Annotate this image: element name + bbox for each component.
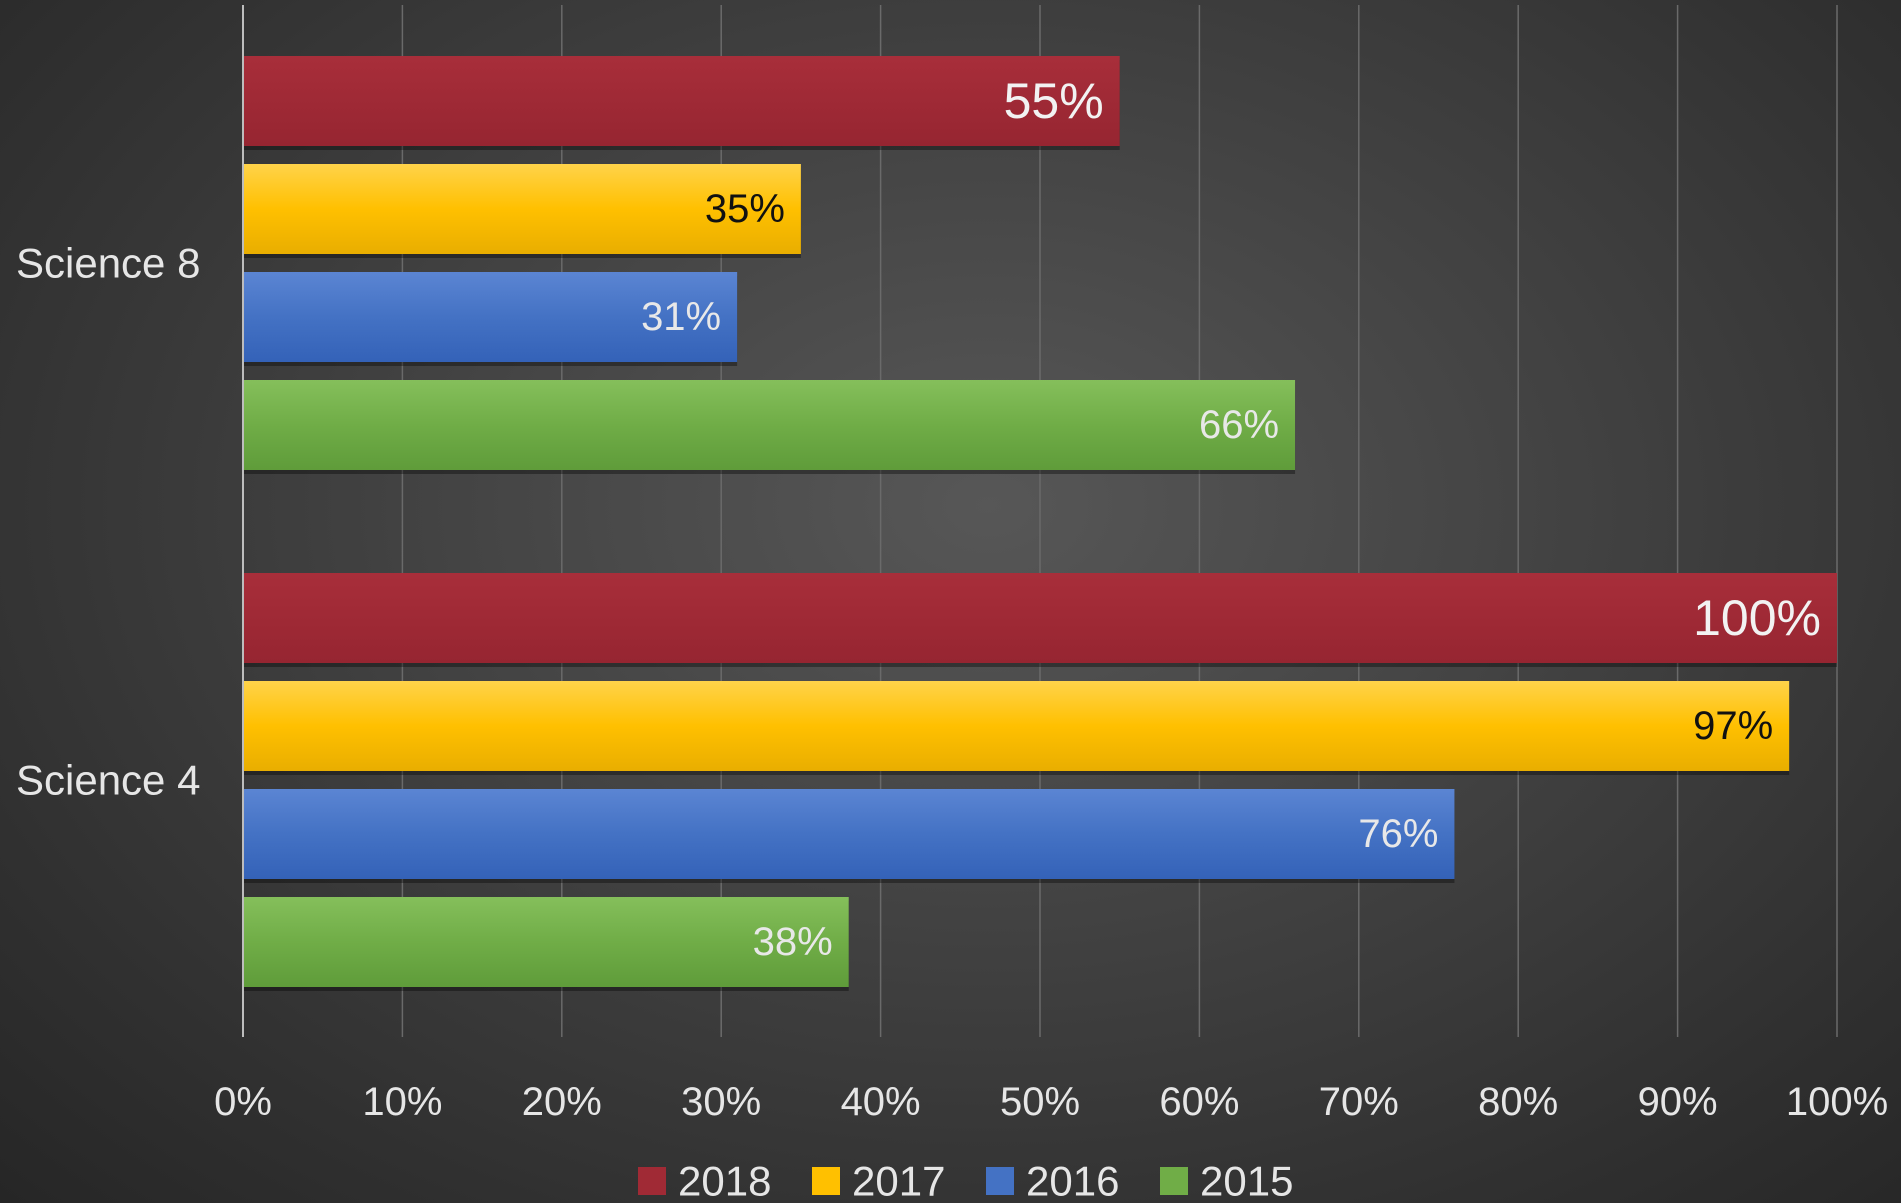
- x-tick-label: 90%: [1638, 1080, 1718, 1124]
- bar-2018: [243, 573, 1837, 663]
- legend-label: 2018: [678, 1158, 771, 1203]
- bars: 55% 35% 31% 66% 100% 97% 76% 38%: [243, 56, 1837, 991]
- x-tick-label: 80%: [1478, 1080, 1558, 1124]
- bar-2017: [243, 681, 1790, 771]
- axes: 0% 10% 20% 30% 40% 50% 60% 70% 80% 90% 100% Science…: [16, 5, 1888, 1124]
- x-tick-label: 70%: [1319, 1080, 1399, 1124]
- category-label: Science 4: [16, 757, 200, 804]
- category-label: Science 8: [16, 240, 200, 287]
- x-tick-label: 30%: [681, 1080, 761, 1124]
- bar-2015: [243, 380, 1296, 470]
- data-label: 38%: [753, 920, 833, 964]
- bar-2018: [243, 56, 1120, 146]
- data-label: 66%: [1199, 403, 1279, 447]
- bar-2015: [243, 897, 849, 987]
- data-label: 31%: [641, 295, 721, 339]
- x-tick-label: 40%: [841, 1080, 921, 1124]
- legend-swatch: [638, 1167, 666, 1195]
- data-label: 55%: [1004, 73, 1104, 129]
- x-tick-label: 0%: [214, 1080, 272, 1124]
- bar-2017: [243, 164, 801, 254]
- x-tick-label: 20%: [522, 1080, 602, 1124]
- legend: 2018 2017 2016 2015: [638, 1158, 1293, 1203]
- x-tick-label: 10%: [362, 1080, 442, 1124]
- legend-swatch: [812, 1167, 840, 1195]
- data-label: 97%: [1693, 704, 1773, 748]
- x-tick-label: 60%: [1159, 1080, 1239, 1124]
- legend-label: 2016: [1026, 1158, 1119, 1203]
- x-tick-label: 50%: [1000, 1080, 1080, 1124]
- legend-label: 2015: [1200, 1158, 1293, 1203]
- data-label: 100%: [1693, 590, 1821, 646]
- x-tick-label: 100%: [1786, 1080, 1888, 1124]
- legend-label: 2017: [852, 1158, 945, 1203]
- legend-swatch: [1160, 1167, 1188, 1195]
- bar-2016: [243, 272, 738, 362]
- legend-swatch: [986, 1167, 1014, 1195]
- data-label: 76%: [1358, 812, 1438, 856]
- bar-2016: [243, 789, 1455, 879]
- data-label: 35%: [705, 187, 785, 231]
